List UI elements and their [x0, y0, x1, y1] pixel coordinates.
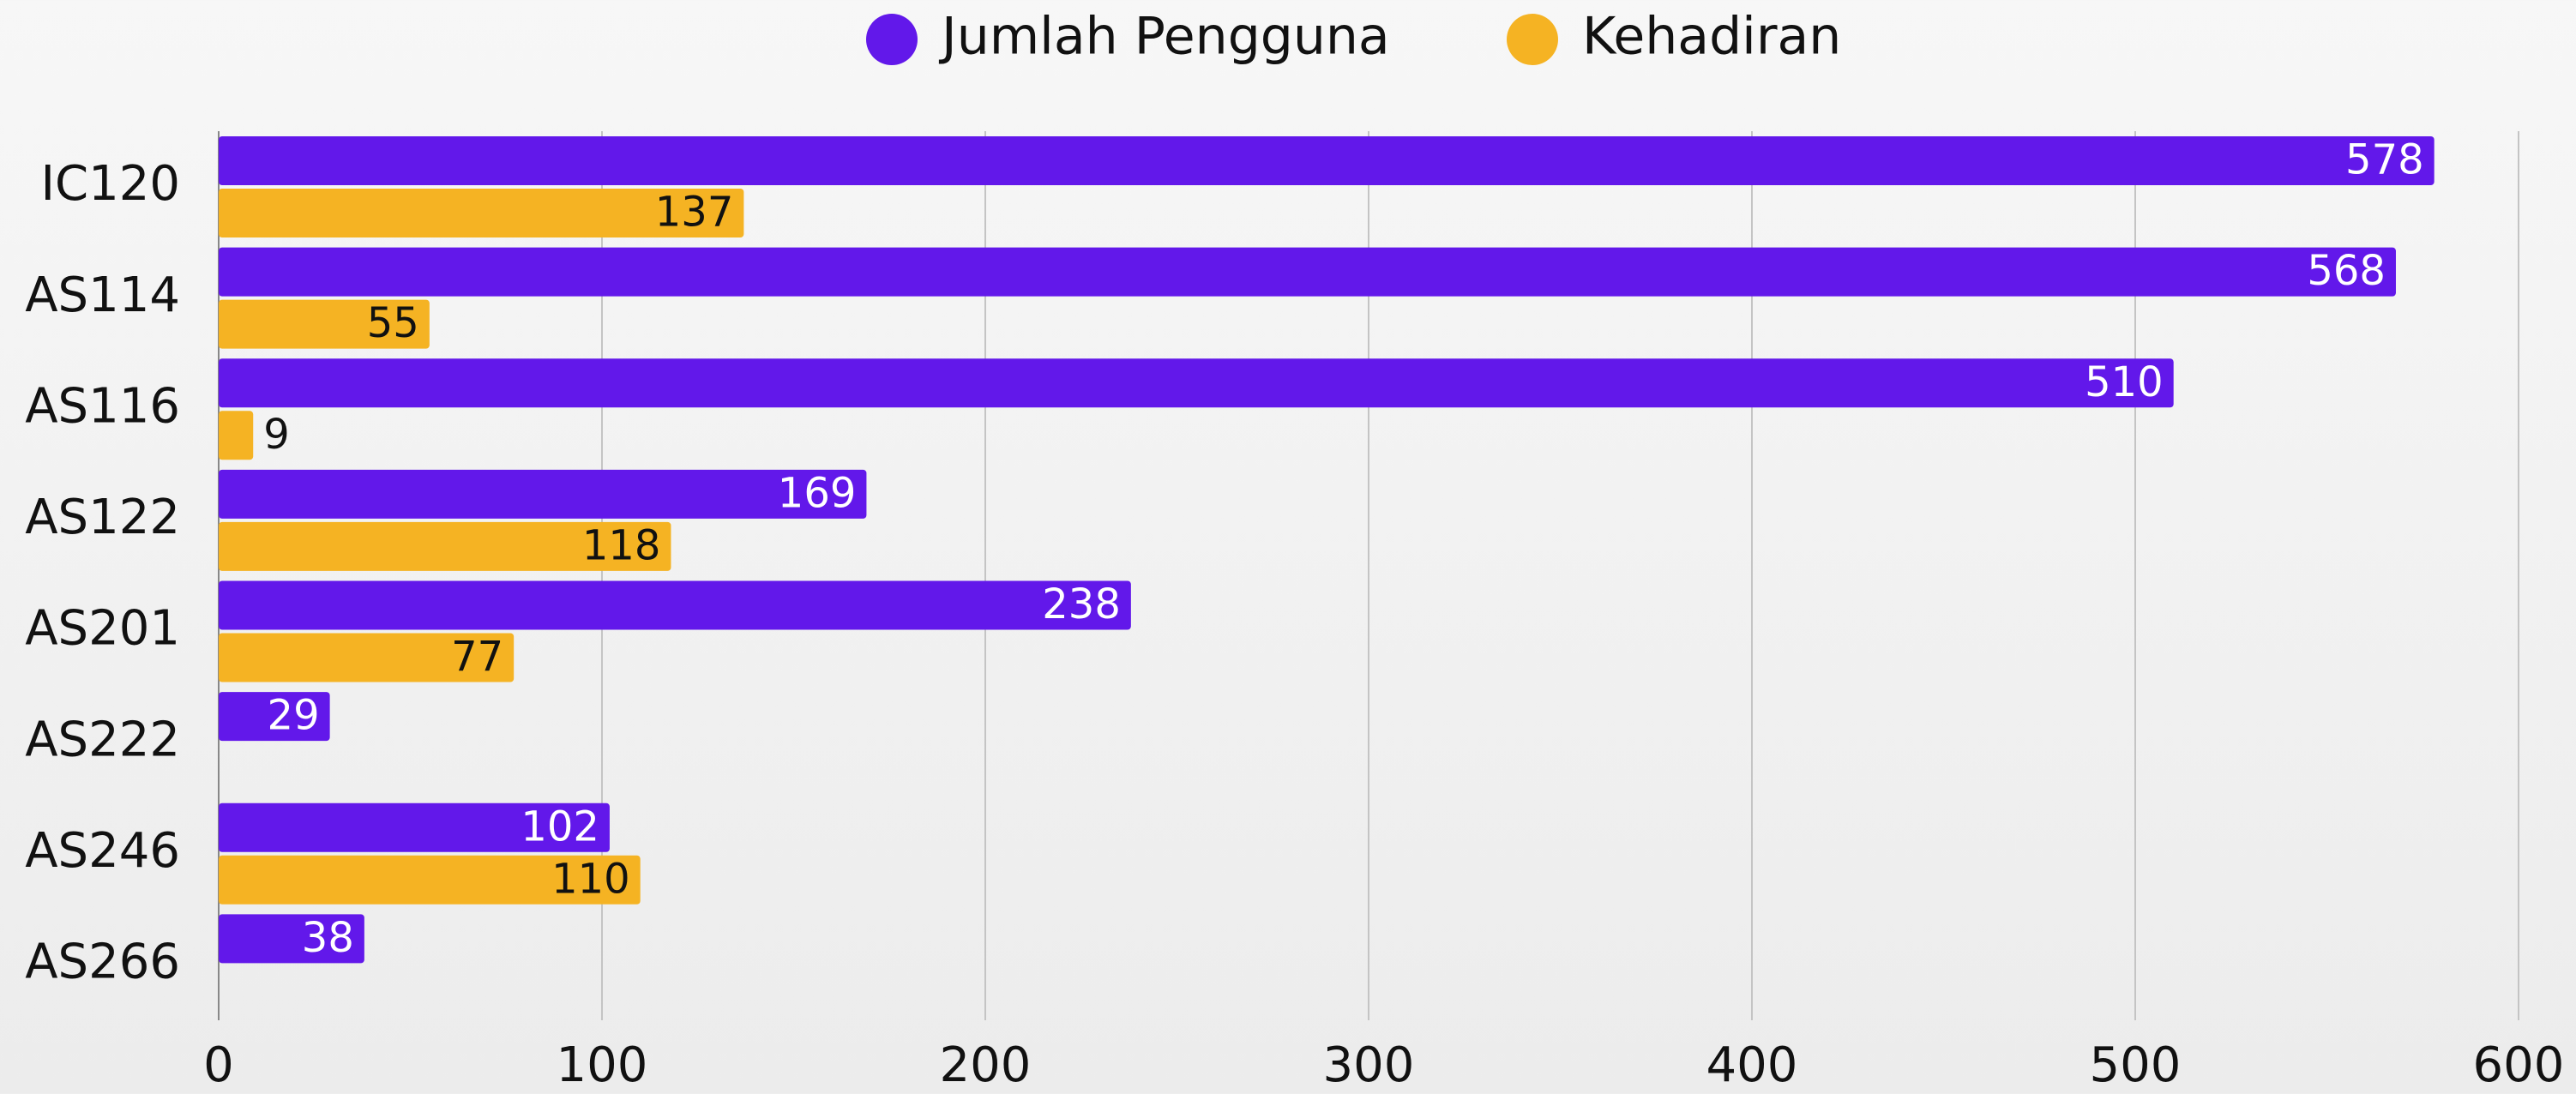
bar — [219, 136, 2435, 185]
x-tick-label: 200 — [940, 1037, 1032, 1093]
bar — [219, 914, 364, 964]
bar — [219, 802, 610, 852]
bar — [219, 358, 2174, 408]
bar — [219, 633, 515, 682]
y-tick-label: AS114 — [25, 267, 180, 323]
data-label: 102 — [521, 802, 599, 851]
x-tick-label: 500 — [2090, 1037, 2182, 1093]
bar — [219, 411, 254, 460]
bar — [219, 521, 671, 571]
data-label: 510 — [2085, 358, 2164, 406]
bar — [219, 692, 330, 742]
x-tick-label: 300 — [1323, 1037, 1415, 1093]
x-tick-label: 400 — [1706, 1037, 1798, 1093]
data-label: 238 — [1042, 580, 1121, 628]
data-label: 118 — [582, 521, 661, 569]
legend-marker — [1507, 14, 1558, 65]
y-tick-label: IC120 — [40, 156, 180, 212]
data-label: 29 — [268, 692, 320, 740]
x-tick-label: 100 — [557, 1037, 648, 1093]
x-tick-label: 600 — [2473, 1037, 2565, 1093]
bar — [219, 580, 1131, 630]
bar — [219, 299, 430, 349]
data-label: 55 — [367, 299, 419, 347]
data-label: 9 — [263, 411, 290, 459]
data-label: 77 — [451, 633, 503, 681]
y-tick-label: AS116 — [25, 378, 180, 434]
bar — [219, 189, 744, 237]
y-tick-label: AS201 — [25, 601, 180, 657]
y-tick-label: AS266 — [25, 935, 180, 990]
legend-label: Jumlah Pengguna — [938, 7, 1390, 67]
data-label: 137 — [655, 189, 734, 237]
bar — [219, 855, 641, 905]
y-tick-label: AS246 — [25, 823, 180, 879]
y-tick-label: AS222 — [25, 712, 180, 767]
data-label: 38 — [302, 914, 354, 962]
x-tick-label: 0 — [203, 1037, 234, 1093]
legend-label: Kehadiran — [1582, 7, 1841, 67]
data-label: 169 — [778, 469, 857, 517]
y-tick-label: AS122 — [25, 490, 180, 545]
data-label: 110 — [551, 855, 630, 903]
data-label: 568 — [2307, 247, 2386, 295]
bar — [219, 469, 867, 519]
bar — [219, 247, 2396, 297]
legend-marker — [866, 14, 918, 65]
data-label: 578 — [2345, 136, 2424, 184]
